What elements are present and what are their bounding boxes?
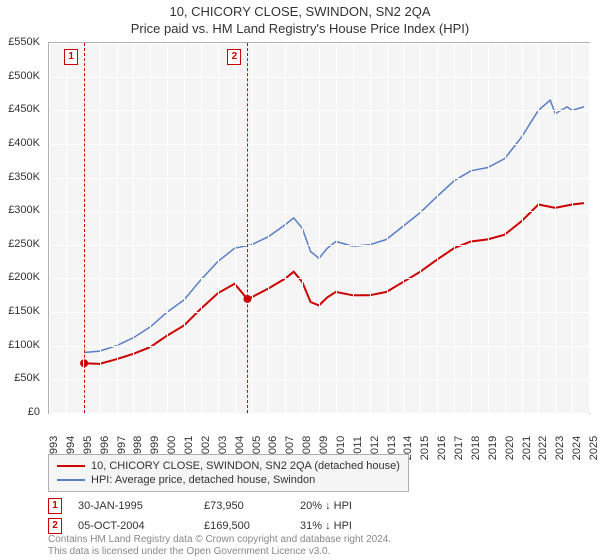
y-tick-label: £450K	[8, 103, 40, 115]
chart-container: 10, CHICORY CLOSE, SWINDON, SN2 2QA Pric…	[0, 0, 600, 560]
x-tick-label: 2022	[537, 436, 549, 460]
legend-swatch	[57, 465, 85, 467]
sale-row-price: £169,500	[204, 520, 284, 532]
x-tick-label: 2015	[419, 436, 431, 460]
chart-footer: Contains HM Land Registry data © Crown c…	[48, 534, 391, 558]
legend-item: 10, CHICORY CLOSE, SWINDON, SN2 2QA (det…	[57, 459, 400, 473]
sale-row: 1 30-JAN-1995 £73,950 20% ↓ HPI	[48, 496, 590, 516]
legend-label: 10, CHICORY CLOSE, SWINDON, SN2 2QA (det…	[91, 460, 400, 472]
chart-title-subtitle: Price paid vs. HM Land Registry's House …	[0, 19, 600, 42]
sale-row-date: 30-JAN-1995	[78, 500, 188, 512]
x-tick-label: 2025	[588, 436, 600, 460]
sale-marker-box: 1	[64, 49, 78, 65]
sale-row: 2 05-OCT-2004 £169,500 31% ↓ HPI	[48, 516, 590, 536]
sale-row-price: £73,950	[204, 500, 284, 512]
y-tick-label: £300K	[8, 204, 40, 216]
sale-marker-box: 2	[227, 49, 241, 65]
y-tick-label: £100K	[8, 339, 40, 351]
legend-item: HPI: Average price, detached house, Swin…	[57, 473, 400, 487]
chart-plot-area: 12	[48, 42, 590, 414]
series-price_paid	[84, 203, 584, 364]
y-tick-label: £150K	[8, 305, 40, 317]
x-tick-label: 2023	[554, 436, 566, 460]
footer-license: This data is licensed under the Open Gov…	[48, 546, 391, 558]
sale-row-diff: 20% ↓ HPI	[300, 500, 390, 512]
x-tick-label: 2016	[436, 436, 448, 460]
sale-records: 1 30-JAN-1995 £73,950 20% ↓ HPI 2 05-OCT-2004…	[48, 496, 590, 536]
y-tick-label: £350K	[8, 171, 40, 183]
y-tick-label: £250K	[8, 238, 40, 250]
y-tick-label: £200K	[8, 271, 40, 283]
y-tick-label: £50K	[14, 372, 40, 384]
sale-marker-line	[84, 43, 85, 413]
legend-swatch	[57, 479, 85, 481]
x-tick-label: 2018	[470, 436, 482, 460]
y-tick-label: £0	[28, 406, 40, 418]
legend-label: HPI: Average price, detached house, Swin…	[91, 474, 315, 486]
x-tick-label: 2024	[571, 436, 583, 460]
chart-title-address: 10, CHICORY CLOSE, SWINDON, SN2 2QA	[0, 0, 600, 19]
x-tick-label: 2019	[487, 436, 499, 460]
y-tick-label: £400K	[8, 137, 40, 149]
x-tick-label: 2020	[504, 436, 516, 460]
sale-marker-line	[247, 43, 248, 413]
footer-copyright: Contains HM Land Registry data © Crown c…	[48, 534, 391, 546]
sale-row-marker: 2	[48, 518, 62, 534]
series-hpi	[84, 100, 584, 352]
y-axis-labels: £0£50K£100K£150K£200K£250K£300K£350K£400…	[0, 42, 44, 412]
x-tick-label: 2021	[521, 436, 533, 460]
chart-legend: 10, CHICORY CLOSE, SWINDON, SN2 2QA (det…	[48, 454, 409, 492]
sale-row-marker: 1	[48, 498, 62, 514]
sale-row-date: 05-OCT-2004	[78, 520, 188, 532]
sale-row-diff: 31% ↓ HPI	[300, 520, 390, 532]
x-tick-label: 2017	[453, 436, 465, 460]
y-tick-label: £550K	[8, 36, 40, 48]
y-tick-label: £500K	[8, 70, 40, 82]
